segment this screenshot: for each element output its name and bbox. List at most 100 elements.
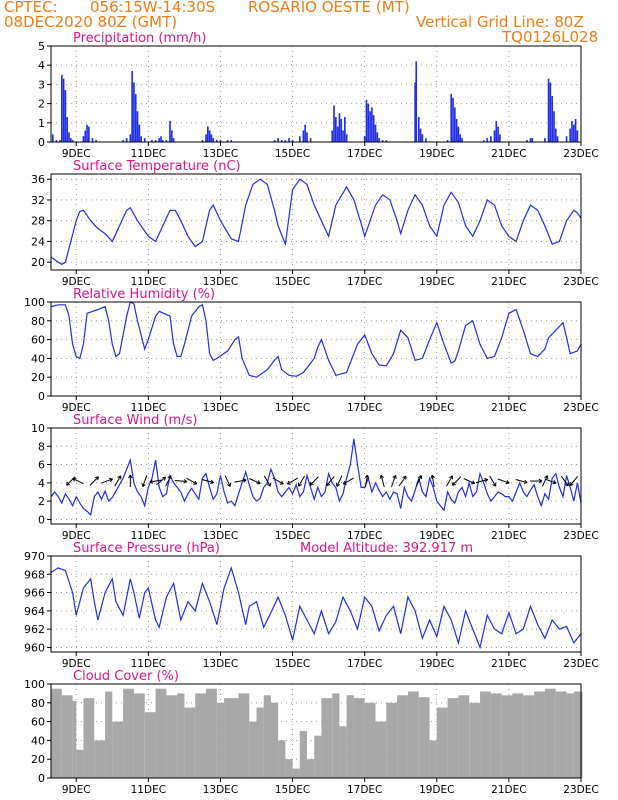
wind-arrow-head — [66, 483, 71, 486]
precip-bar — [419, 128, 422, 142]
cloud-cover-column — [278, 740, 286, 778]
wind-arrow-shaft — [249, 478, 261, 485]
cloud-cover-column — [155, 688, 167, 778]
wind-x-tick-label: 11DEC — [131, 530, 166, 542]
wind-x-tick-label: 19DEC — [419, 530, 454, 542]
precip-bar — [425, 138, 427, 142]
cloud-x-tick-label: 15DEC — [275, 784, 310, 796]
precip-bar — [129, 134, 132, 142]
wind-arrow — [541, 475, 549, 487]
precip-bar — [219, 140, 222, 142]
wind-arrow-head — [117, 475, 121, 478]
cloud-cover-column — [166, 695, 178, 778]
wind-arrow — [336, 475, 343, 487]
precip-bar — [459, 134, 462, 142]
precip-bar — [125, 138, 128, 142]
cloud-cover-column — [490, 693, 502, 778]
pressure-series-line — [50, 565, 582, 650]
precip-bar — [62, 78, 65, 142]
precip-bar — [60, 74, 63, 142]
precip-bar — [336, 126, 339, 142]
wind-arrow-head — [257, 480, 261, 484]
wind-arrow-head — [342, 480, 346, 485]
wind-arrow-shaft — [72, 478, 84, 485]
wind-arrow — [515, 478, 528, 485]
cloud-cover-column — [555, 691, 567, 778]
wind-arrow-shaft — [445, 475, 453, 487]
rh-x-tick-label: 11DEC — [131, 402, 166, 414]
wind-arrow — [309, 476, 319, 486]
pressure-x-tick-label: 17DEC — [347, 658, 382, 670]
wind-arrow-head — [552, 482, 557, 485]
temp-x-tick-label: 11DEC — [131, 276, 166, 288]
wind-y-tick-label: 10 — [31, 422, 45, 435]
wind-arrow — [286, 477, 299, 485]
precip-bar — [91, 138, 94, 142]
precip-bar — [59, 140, 61, 142]
wind-arrow-head — [309, 481, 312, 486]
cloud-cover-column — [299, 731, 307, 778]
cloud-cover-column — [105, 691, 113, 778]
temp-series-line — [50, 178, 582, 265]
precip-bar — [331, 130, 334, 142]
wind-arrow-head — [380, 474, 385, 479]
precip-y-tick-label: 0 — [38, 136, 45, 149]
precip-panel — [47, 45, 582, 146]
wind-arrow-head — [392, 475, 396, 478]
precip-bar — [304, 124, 307, 142]
cloud-cover-column — [447, 698, 459, 778]
wind-arrow-shaft — [174, 480, 187, 483]
cloud-cover-column — [469, 702, 481, 778]
precip-bar — [288, 138, 290, 142]
precip-bar — [169, 120, 171, 142]
precip-bar — [461, 138, 463, 142]
precip-bar — [71, 140, 74, 142]
cloud-cover-column — [51, 688, 62, 778]
wind-arrow-head — [505, 482, 510, 485]
temp-x-tick-label: 15DEC — [275, 276, 310, 288]
precip-bar — [284, 140, 287, 142]
temp-x-tick-label: 17DEC — [347, 276, 382, 288]
precip-bar — [490, 136, 492, 142]
precip-bar — [210, 134, 213, 142]
cloud-cover-column — [306, 759, 315, 778]
wind-arrow — [186, 477, 198, 485]
cloud-cover-column — [407, 691, 419, 778]
wind-arrow-head — [472, 480, 476, 484]
wind-arrow-shaft — [390, 475, 397, 487]
precip-bar — [493, 130, 496, 142]
precip-x-tick-label: 21DEC — [491, 148, 526, 160]
cloud-cover-column — [512, 693, 524, 778]
precip-bar — [572, 124, 575, 142]
cloud-cover-column — [346, 695, 354, 778]
pressure-y-tick-label: 960 — [24, 641, 45, 654]
wind-arrow-head — [449, 475, 453, 478]
wind-arrow-head — [484, 479, 489, 483]
wind-arrow-shaft — [475, 478, 488, 484]
wind-arrow-shaft — [515, 478, 528, 484]
wind-arrow-head — [194, 480, 198, 485]
wind-arrow-head — [395, 475, 397, 479]
precip-bar — [556, 136, 559, 142]
wind-arrow-shaft — [272, 477, 284, 485]
pressure-y-tick-label: 970 — [24, 550, 45, 563]
wind-arrow-head — [109, 478, 113, 483]
precip-bar — [84, 130, 87, 142]
wind-arrow — [463, 478, 476, 485]
wind-arrow — [342, 477, 354, 485]
wind-arrow-head — [484, 478, 488, 480]
wind-arrow-head — [418, 475, 422, 478]
precip-bar — [280, 140, 283, 142]
precip-bar — [95, 140, 97, 142]
precip-bar — [549, 82, 552, 142]
precip-bar — [55, 140, 58, 142]
wind-arrow — [114, 475, 122, 487]
rh-x-tick-label: 17DEC — [347, 402, 382, 414]
precip-bar — [376, 132, 379, 142]
wind-arrow-head — [326, 484, 331, 487]
wind-arrow — [263, 475, 271, 487]
rh-panel — [47, 301, 582, 400]
precip-bar — [208, 130, 211, 142]
pressure-x-tick-label: 21DEC — [491, 658, 526, 670]
wind-arrow-shaft — [114, 475, 122, 487]
